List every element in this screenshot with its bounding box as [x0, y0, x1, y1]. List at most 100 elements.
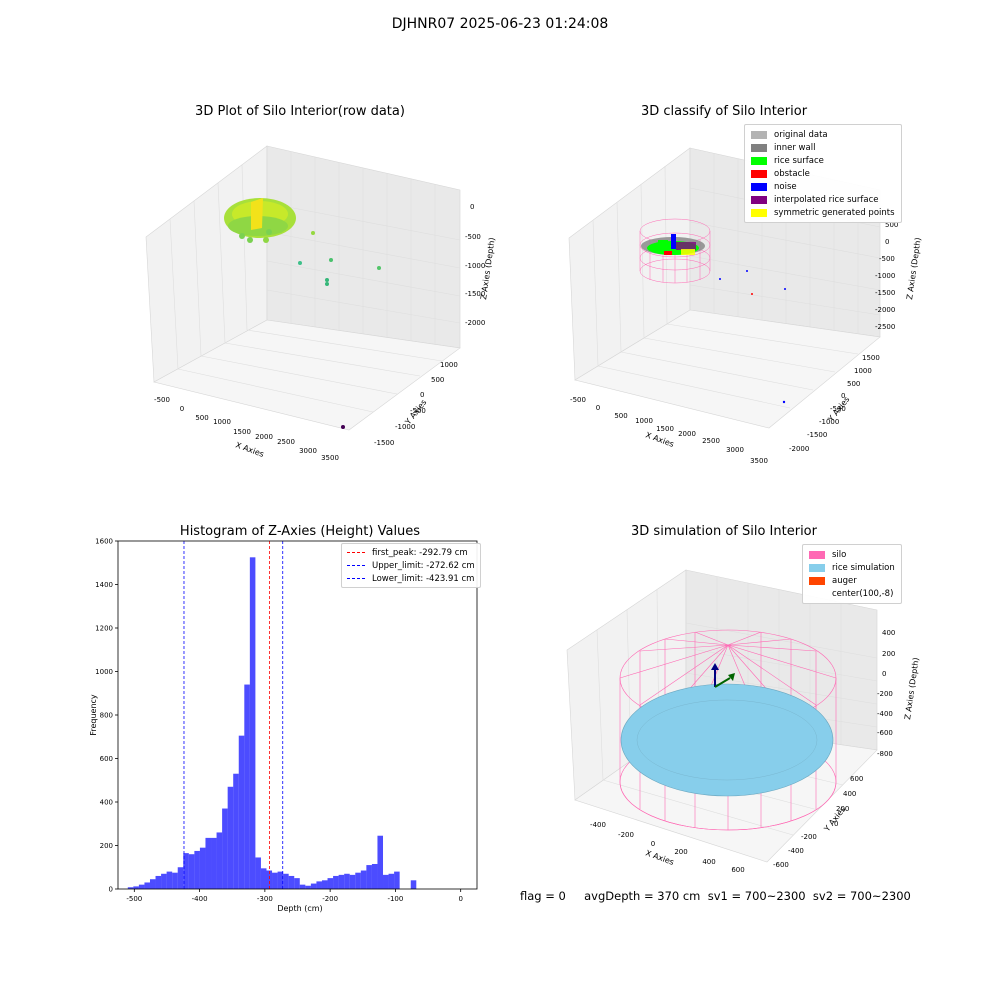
- svg-text:-1000: -1000: [819, 418, 839, 426]
- histogram-bar: [327, 878, 334, 889]
- panel1-z-ticks: 0 -500 -1000 -1500 -2000: [465, 203, 485, 327]
- histogram-bar: [199, 847, 206, 889]
- histogram-ylabel: Frequency: [89, 694, 98, 736]
- legend-swatch: [809, 576, 825, 585]
- panel4-rice-contour: [636, 699, 818, 781]
- legend-item-auger: auger: [809, 574, 895, 587]
- legend-item-symmetric-generated-points: symmetric generated points: [751, 206, 895, 219]
- legend-item-upper-limit: Upper_limit: -272.62 cm: [347, 559, 475, 572]
- svg-text:-500: -500: [154, 396, 170, 404]
- histogram-bar: [166, 871, 173, 889]
- svg-text:2000: 2000: [678, 430, 696, 438]
- histogram-bars: [127, 557, 417, 889]
- x-tick-label: -500: [126, 895, 142, 903]
- x-tick-label: -200: [322, 895, 338, 903]
- histogram-bar: [305, 885, 311, 889]
- histogram-bar: [377, 835, 384, 889]
- histogram-bar: [216, 832, 223, 889]
- svg-text:0: 0: [180, 405, 184, 413]
- svg-text:0: 0: [841, 392, 845, 400]
- x-tick-label: 0: [458, 895, 462, 903]
- histogram-bar: [260, 868, 267, 889]
- histogram-bar: [410, 880, 417, 889]
- svg-text:3000: 3000: [726, 446, 744, 454]
- svg-text:-200: -200: [618, 831, 634, 839]
- y-tick-label: 400: [100, 799, 113, 807]
- histogram-bar: [227, 786, 234, 889]
- svg-text:0: 0: [651, 840, 655, 848]
- panel2-x-ticks: -500 0 500 1000 1500 2000 2500 3000 3500: [570, 396, 768, 465]
- svg-text:-400: -400: [788, 847, 804, 855]
- svg-text:-2000: -2000: [789, 445, 809, 453]
- panel1-xlabel: X Axies: [234, 440, 265, 459]
- histogram-bar: [338, 874, 345, 889]
- svg-text:200: 200: [674, 848, 687, 856]
- histogram-bar: [371, 863, 378, 889]
- svg-text:-1000: -1000: [465, 262, 485, 270]
- histogram-chart: 0 200 400 600 800 1000 1200 1400 1600 -500 -400 -3…: [89, 538, 478, 913]
- legend-item-interpolated-rice-surface: interpolated rice surface: [751, 193, 895, 206]
- legend-label: original data: [774, 129, 828, 140]
- legend-label: obstacle: [774, 168, 810, 179]
- svg-text:-2000: -2000: [465, 319, 485, 327]
- x-tick-label: -300: [257, 895, 273, 903]
- legend-swatch: [751, 143, 767, 152]
- svg-text:-2000: -2000: [875, 306, 895, 314]
- svg-text:400: 400: [882, 629, 895, 637]
- panel1-gridlines: [169, 152, 461, 413]
- panel2-point-cloud: [639, 218, 786, 404]
- histogram-bar: [333, 875, 339, 889]
- panel4-silo-front-wire: [619, 781, 837, 831]
- panel1-axes-panes: [145, 145, 461, 431]
- legend-swatch: [751, 182, 767, 191]
- histogram-bar: [161, 873, 167, 889]
- legend-item-center: center(100,-8): [809, 587, 895, 600]
- legend-item-original-data: original data: [751, 128, 895, 141]
- legend-dashed-line: [347, 578, 365, 579]
- svg-text:1000: 1000: [440, 361, 458, 369]
- svg-text:0: 0: [885, 238, 889, 246]
- panel4-y-ticks: -600 -400 -200 0 200 400 600: [773, 775, 863, 869]
- histogram-bar: [249, 557, 256, 889]
- svg-text:600: 600: [850, 775, 863, 783]
- svg-text:1500: 1500: [862, 354, 880, 362]
- panel4-legend: silo rice simulation auger center(100,-8…: [802, 544, 902, 604]
- histogram-y-axis: 0 200 400 600 800 1000 1200 1400 1600: [95, 538, 118, 894]
- panel4-auger-arrows: [711, 663, 735, 688]
- histogram-bar: [294, 878, 300, 889]
- svg-text:-2500: -2500: [875, 323, 895, 331]
- histogram-bar: [155, 875, 162, 889]
- panel1-title: 3D Plot of Silo Interior(row data): [195, 104, 405, 119]
- legend-item-inner-wall: inner wall: [751, 141, 895, 154]
- histogram-bar: [283, 873, 289, 889]
- panel4-z-ticks: 400 200 0 -200 -400 -600 -800: [877, 629, 895, 758]
- y-tick-label: 1000: [95, 668, 113, 676]
- histogram-reference-lines: [183, 541, 284, 889]
- histogram-bar: [188, 854, 195, 889]
- svg-text:1000: 1000: [635, 417, 653, 425]
- svg-text:500: 500: [885, 221, 898, 229]
- svg-text:500: 500: [847, 380, 860, 388]
- legend-label: noise: [774, 181, 797, 192]
- histogram-bar: [149, 879, 156, 889]
- histogram-bar: [266, 870, 273, 889]
- svg-text:1000: 1000: [854, 367, 872, 375]
- histogram-bar: [172, 872, 178, 889]
- svg-text:0: 0: [420, 391, 424, 399]
- histogram-bar: [321, 880, 328, 889]
- panel2-axes-panes: [568, 147, 881, 429]
- svg-text:2000: 2000: [255, 433, 273, 441]
- legend-label: Upper_limit: -272.62 cm: [372, 560, 475, 571]
- panel3-title: Histogram of Z-Axies (Height) Values: [179, 524, 421, 539]
- status-footer: flag = 0 avgDepth = 370 cm sv1 = 700~230…: [520, 889, 911, 903]
- y-tick-label: 800: [100, 712, 113, 720]
- histogram-bar: [238, 735, 245, 889]
- histogram-frame: [117, 540, 478, 890]
- histogram-bar: [177, 867, 184, 889]
- panel1-y-ticks: -1500 -1000 -500 0 500 1000: [374, 361, 458, 447]
- legend-item-noise: noise: [751, 180, 895, 193]
- x-tick-label: -100: [387, 895, 403, 903]
- svg-text:-1000: -1000: [875, 272, 895, 280]
- panel2-xlabel: X Axies: [644, 430, 675, 449]
- histogram-bar: [366, 865, 372, 889]
